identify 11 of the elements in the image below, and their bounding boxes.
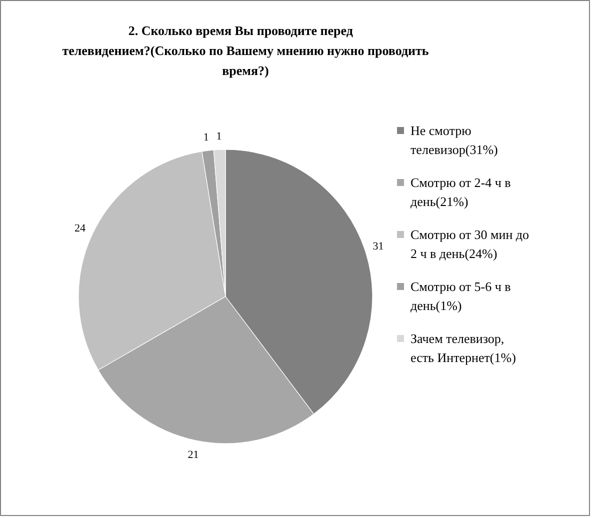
legend-label: Зачем телевизор, есть Интернет(1%)	[410, 331, 516, 365]
data-label: 1	[216, 130, 222, 143]
legend-label: Смотрю от 5-6 ч в день(1%)	[410, 279, 511, 313]
data-label: 31	[372, 240, 384, 253]
legend-label: Не смотрю телевизор(31%)	[410, 123, 498, 157]
legend-label: Смотрю от 30 мин до 2 ч в день(24%)	[410, 227, 530, 261]
data-label: 21	[188, 449, 199, 462]
chart-title: 2. Сколько время Вы проводите перед телевидением?(Сколько по Вашему мнению нужно проводить время?)	[62, 23, 429, 78]
data-label: 1	[203, 132, 209, 144]
legend-label: Смотрю от 2-4 ч в день(21%)	[410, 175, 511, 209]
data-label: 24	[74, 222, 86, 234]
